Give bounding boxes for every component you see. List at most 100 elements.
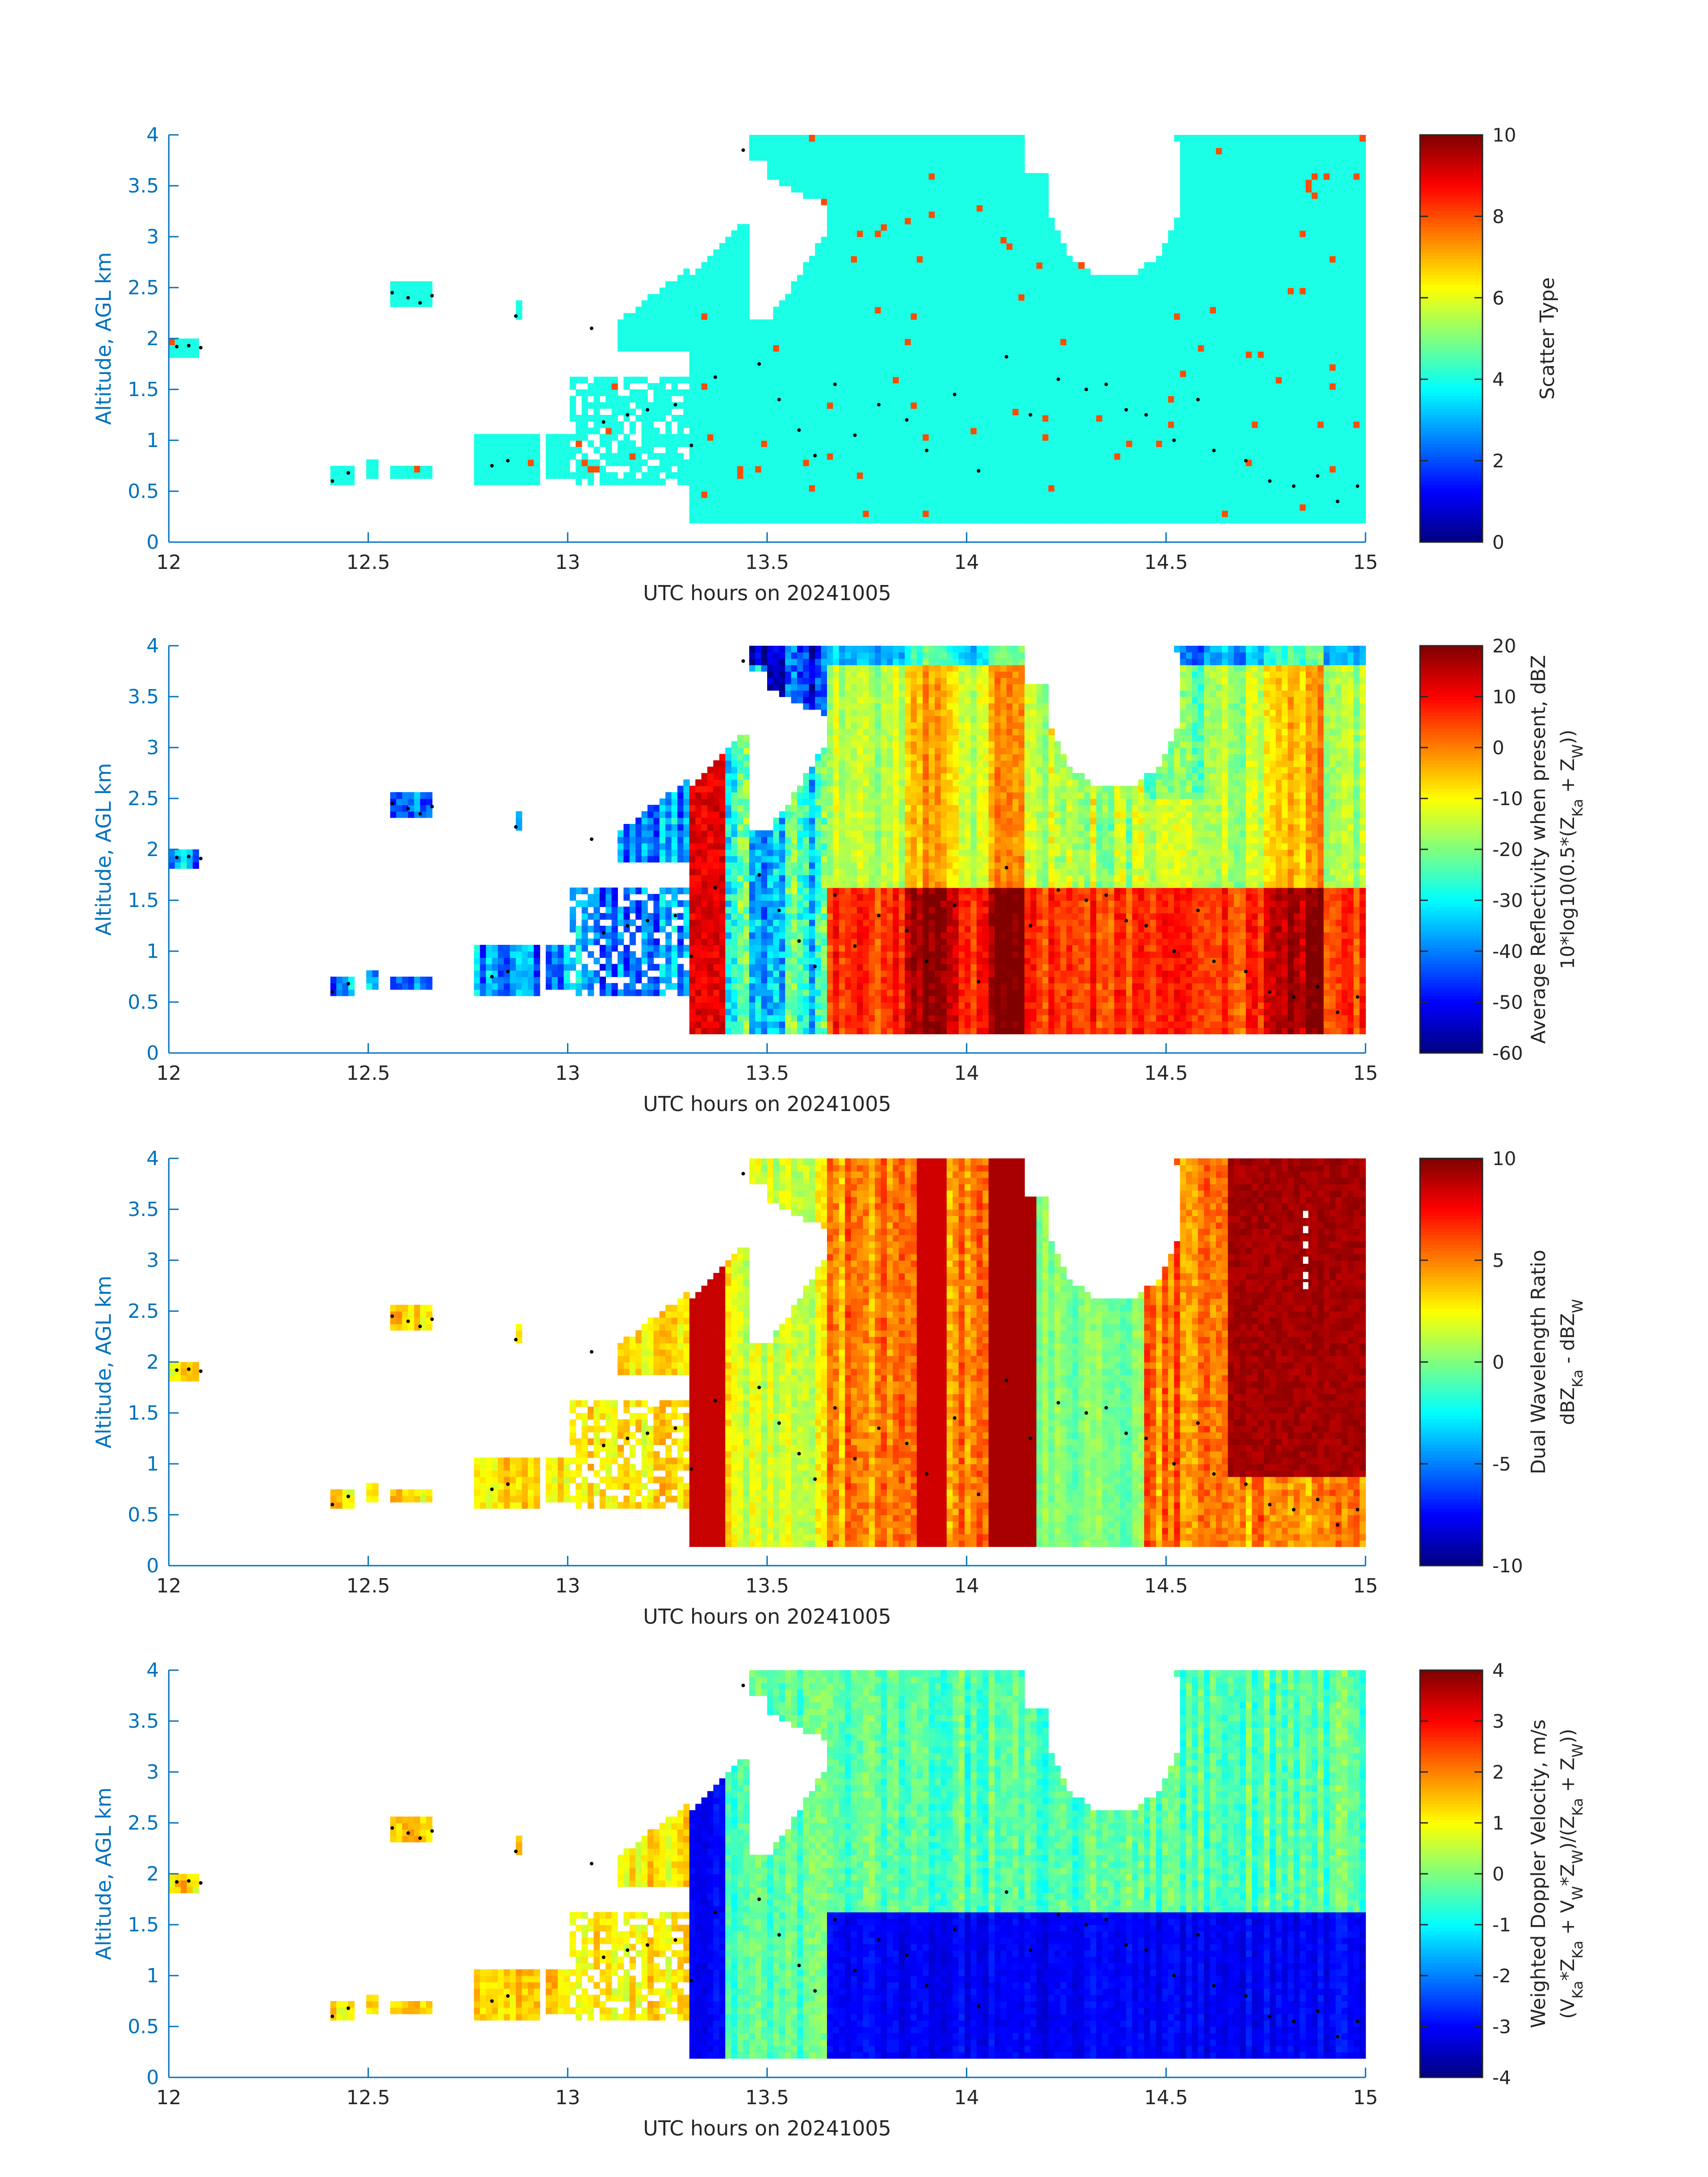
heatmap-cell [935, 485, 941, 492]
heatmap-cell [1012, 192, 1019, 199]
heatmap-cell [1048, 294, 1055, 301]
heatmap-cell [1006, 230, 1013, 237]
heatmap-cell [899, 211, 905, 218]
heatmap-cell [635, 332, 642, 339]
heatmap-cell [809, 173, 815, 180]
heatmap-cell [665, 434, 672, 441]
heatmap-cell [1186, 186, 1192, 192]
heatmap-cell [857, 173, 863, 180]
heatmap-cell [869, 358, 875, 364]
heatmap-cell [1072, 275, 1078, 282]
heatmap-cell [1102, 402, 1108, 409]
heatmap-cell [677, 313, 684, 320]
heatmap-cell [1168, 326, 1174, 333]
heatmap-cell [911, 268, 917, 275]
heatmap-cell [773, 351, 779, 358]
heatmap-cell [630, 338, 636, 345]
heatmap-cell [731, 402, 738, 409]
heatmap-cell [695, 319, 702, 326]
heatmap-cell [797, 180, 803, 186]
heatmap-cell [408, 466, 414, 472]
heatmap-cell [977, 205, 983, 212]
heatmap-cell [947, 301, 953, 307]
heatmap-cell [1150, 377, 1157, 384]
heatmap-cell [1204, 517, 1210, 523]
heatmap-cell [893, 211, 899, 218]
heatmap-cell [875, 421, 881, 428]
heatmap-cell [1019, 160, 1025, 167]
heatmap-cell [911, 428, 917, 435]
heatmap-cell [1019, 217, 1025, 224]
heatmap-cell [833, 237, 839, 243]
heatmap-cell [1144, 460, 1150, 466]
heatmap-cell [929, 199, 935, 205]
heatmap-cell [952, 396, 959, 402]
heatmap-cell [1150, 262, 1157, 269]
heatmap-cell [827, 230, 833, 237]
heatmap-cell [1031, 275, 1037, 282]
heatmap-cell [534, 466, 540, 472]
heatmap-cell [642, 447, 648, 453]
heatmap-cell [863, 440, 869, 447]
heatmap-cell [982, 396, 989, 402]
heatmap-cell [959, 230, 965, 237]
heatmap-cell [815, 491, 821, 498]
heatmap-cell [815, 180, 821, 186]
heatmap-cell [1192, 307, 1198, 313]
heatmap-cell [857, 237, 863, 243]
heatmap-cell [899, 205, 905, 212]
heatmap-cell [1150, 319, 1157, 326]
heatmap-cell [947, 415, 953, 422]
heatmap-cell [1180, 377, 1186, 384]
heatmap-cell [1048, 504, 1055, 511]
heatmap-cell [1198, 186, 1204, 192]
heatmap-cell [797, 466, 803, 472]
heatmap-cell [893, 472, 899, 479]
heatmap-cell [935, 243, 941, 250]
heatmap-cell [1042, 479, 1048, 485]
heatmap-cell [917, 332, 923, 339]
heatmap-cell [731, 237, 738, 243]
heatmap-cell [809, 434, 815, 441]
heatmap-cell [785, 479, 791, 485]
heatmap-cell [1108, 447, 1115, 453]
heatmap-cell [702, 415, 708, 422]
heatmap-cell [1078, 517, 1085, 523]
heatmap-cell [761, 485, 768, 492]
heatmap-cell [809, 428, 815, 435]
heatmap-cell [1156, 421, 1162, 428]
heatmap-cell [1174, 447, 1180, 453]
heatmap-cell [881, 294, 887, 301]
heatmap-cell [1001, 307, 1007, 313]
heatmap-cell [899, 345, 905, 351]
heatmap-cell [1061, 294, 1067, 301]
heatmap-cell [1096, 434, 1102, 441]
heatmap-cell [857, 497, 863, 504]
heatmap-cell [1108, 364, 1115, 371]
heatmap-cell [1198, 199, 1204, 205]
heatmap-cell [881, 370, 887, 377]
heatmap-cell [749, 332, 756, 339]
heatmap-cell [755, 396, 761, 402]
heatmap-cell [827, 434, 833, 441]
heatmap-cell [893, 415, 899, 422]
heatmap-cell [480, 472, 486, 479]
heatmap-cell [851, 173, 857, 180]
heatmap-cell [821, 180, 827, 186]
heatmap-cell [893, 358, 899, 364]
heatmap-cell [779, 313, 785, 320]
heatmap-cell [833, 415, 839, 422]
heatmap-cell [833, 307, 839, 313]
heatmap-cell [905, 440, 911, 447]
heatmap-cell [875, 364, 881, 371]
heatmap-cell [887, 491, 893, 498]
heatmap-cell [743, 510, 749, 517]
heatmap-cell [923, 345, 929, 351]
heatmap-cell [1042, 383, 1048, 390]
heatmap-cell [1108, 466, 1115, 472]
heatmap-cell [869, 453, 875, 460]
heatmap-cell [887, 319, 893, 326]
heatmap-cell [994, 268, 1001, 275]
heatmap-cell [600, 479, 606, 485]
heatmap-cell [1186, 504, 1192, 511]
